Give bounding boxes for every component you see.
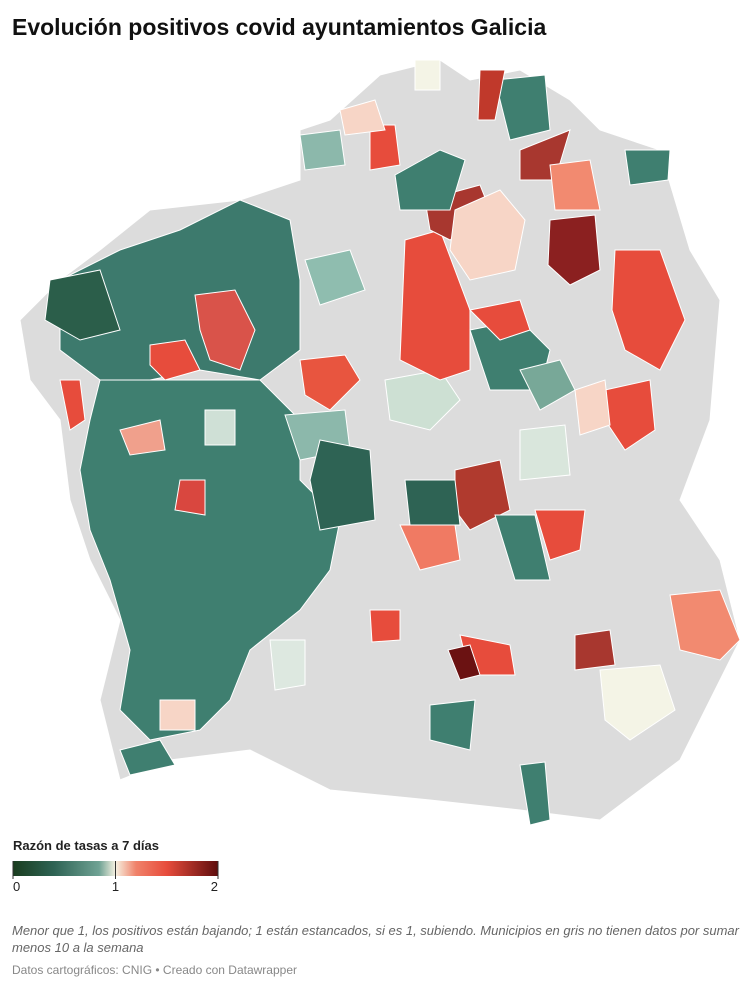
municipality (404, 479, 461, 526)
municipality (339, 99, 386, 136)
municipality (269, 639, 306, 691)
municipality (44, 269, 121, 341)
municipality (519, 359, 576, 411)
municipality (549, 159, 601, 211)
municipality (299, 129, 346, 171)
municipality (369, 124, 401, 171)
municipality (611, 249, 686, 371)
credits: Datos cartográficos: CNIG • Creado con D… (12, 963, 297, 977)
note: Menor que 1, los positivos están bajando… (12, 923, 739, 955)
municipality (174, 479, 206, 516)
municipality (394, 149, 466, 211)
municipality (519, 761, 551, 826)
municipality (574, 629, 616, 671)
municipality (119, 739, 176, 776)
municipalities (19, 59, 741, 826)
legend-title: Razón de tasas a 7 días (13, 838, 159, 853)
map (19, 59, 741, 826)
municipality (574, 379, 611, 436)
municipality (624, 149, 671, 186)
municipality (534, 509, 586, 561)
municipality (519, 424, 571, 481)
municipality (447, 644, 481, 681)
municipality (204, 409, 236, 446)
municipality (309, 439, 376, 531)
municipality (194, 289, 256, 371)
municipality (299, 354, 361, 411)
legend: 0 1 2 (12, 861, 219, 894)
municipality (429, 699, 476, 751)
municipality (304, 249, 366, 306)
municipality (494, 514, 551, 581)
municipality (149, 339, 201, 381)
municipality (59, 379, 86, 431)
legend-tick-label: 0 (13, 879, 20, 894)
municipality (547, 214, 601, 286)
title: Evolución positivos covid ayuntamientos … (12, 14, 547, 40)
municipality (669, 589, 741, 661)
municipality (119, 419, 166, 456)
municipality (399, 524, 461, 571)
municipality (599, 664, 676, 741)
municipality (477, 69, 506, 121)
municipality (449, 189, 526, 281)
municipality (494, 74, 551, 141)
municipality (468, 299, 531, 341)
municipality (414, 59, 441, 91)
legend-tick-label: 1 (112, 879, 119, 894)
municipality (159, 699, 196, 731)
municipality (369, 609, 401, 643)
legend-tick-label: 2 (211, 879, 218, 894)
